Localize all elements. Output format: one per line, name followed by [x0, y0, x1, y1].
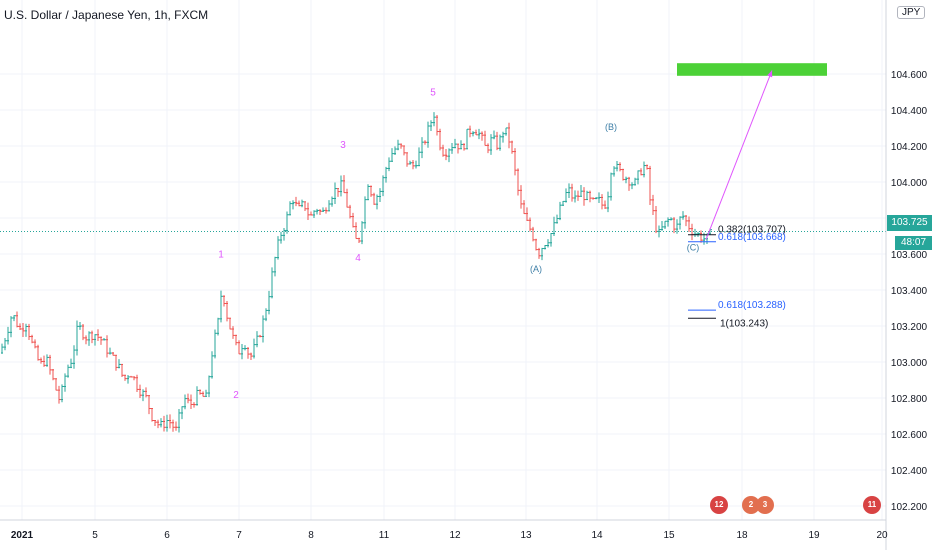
price-tick-label: 102.400: [891, 466, 928, 477]
symbol-title[interactable]: U.S. Dollar / Japanese Yen, 1h, FXCM: [4, 8, 209, 22]
price-tick-label: 103.600: [891, 250, 928, 261]
wave-labels: 1 2 3 4 5 (A) (B) (C): [218, 88, 699, 401]
projection-arrow: [705, 70, 773, 240]
fib-levels: 0.382(103.707)0.618(103.668) 0.618(103.28…: [688, 225, 786, 329]
wave-label: 4: [355, 253, 361, 264]
wave-label: 5: [430, 88, 436, 99]
time-tick-label: 6: [164, 530, 170, 541]
wave-label: (A): [530, 264, 542, 274]
time-tick-label: 14: [591, 530, 603, 541]
fib-level-label: 1(103.243): [720, 318, 768, 329]
target-zone: [677, 63, 827, 76]
fib-level-label: 0.382(103.707): [718, 225, 786, 236]
fib-level-label: 0.618(103.668): [718, 232, 786, 243]
wave-label: 3: [340, 140, 346, 151]
price-tick-label: 103.000: [891, 358, 928, 369]
last-price-tag: 103.725: [887, 215, 932, 231]
price-scale-bg: [886, 0, 932, 520]
currency-badge[interactable]: JPY: [897, 6, 926, 19]
price-tick-label: 103.400: [891, 286, 928, 297]
price-tick-label: 104.000: [891, 178, 928, 189]
wave-label: (B): [605, 122, 617, 132]
price-tick-label: 102.200: [891, 502, 928, 513]
projection-arrowhead: [767, 70, 773, 78]
price-tick-label: 102.600: [891, 430, 928, 441]
jp-events-flag[interactable]: 2: [742, 496, 760, 514]
price-tick-label: 102.800: [891, 394, 928, 405]
wave-label: 1: [218, 250, 224, 261]
time-tick-label: 5: [92, 530, 98, 541]
time-tick-label: 18: [736, 530, 748, 541]
chart-grid: [0, 0, 886, 520]
time-tick-label: 19: [808, 530, 820, 541]
time-scale: 2021 5 6 7 8 11 12 13 14 15 18 19 20: [11, 530, 888, 541]
time-tick-label: 2021: [11, 530, 34, 541]
price-tick-label: 104.600: [891, 70, 928, 81]
price-tick-label: 104.400: [891, 106, 928, 117]
wave-label: (C): [687, 242, 700, 252]
us-events-flag[interactable]: 12: [710, 496, 728, 514]
bar-countdown: 48:07: [895, 236, 932, 250]
time-tick-label: 15: [663, 530, 675, 541]
time-tick-label: 7: [236, 530, 242, 541]
time-tick-label: 12: [449, 530, 461, 541]
us-events-flag-2[interactable]: 11: [863, 496, 881, 514]
wave-label: 2: [233, 390, 239, 401]
time-tick-label: 11: [379, 530, 390, 541]
fib-level-label: 0.618(103.288): [718, 300, 786, 311]
jp-events-flag-2[interactable]: 3: [756, 496, 774, 514]
price-tick-label: 103.200: [891, 322, 928, 333]
candlestick-series: [1, 112, 712, 433]
time-tick-label: 13: [520, 530, 532, 541]
time-tick-label: 20: [876, 530, 888, 541]
price-tick-label: 104.200: [891, 142, 928, 153]
time-tick-label: 8: [308, 530, 314, 541]
